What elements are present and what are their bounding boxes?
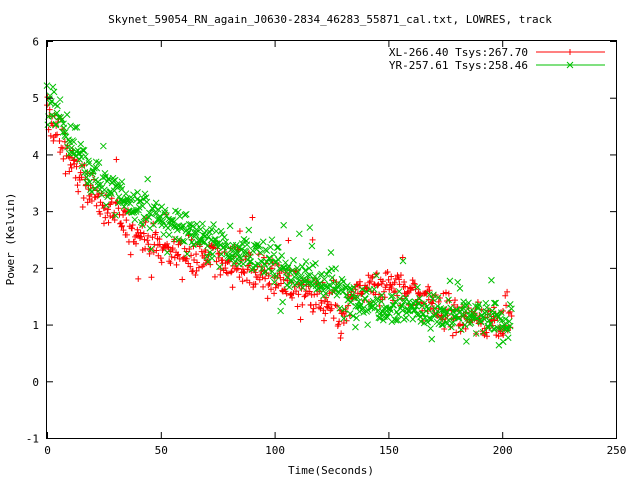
x-tick-label: 200 — [493, 444, 513, 457]
y-tick-label: 1 — [32, 319, 39, 332]
x-tick-label: 100 — [265, 444, 285, 457]
series-1-points — [44, 94, 515, 342]
y-axis-label: Power (Kelvin) — [4, 193, 17, 286]
data-points — [43, 82, 515, 349]
x-tick-label: 50 — [155, 444, 168, 457]
y-tick-label: 5 — [32, 92, 39, 105]
series-1-markers — [44, 94, 515, 342]
y-tick-label: 4 — [32, 149, 39, 162]
x-tick-label: 0 — [44, 444, 51, 457]
y-tick-label: 2 — [32, 262, 39, 275]
axis-ticks: 0 50 100 150 200 250 -1 0 1 2 3 4 5 6 — [26, 36, 627, 458]
legend-marker-1 — [567, 49, 573, 55]
y-tick-label: 3 — [32, 206, 39, 219]
y-tick-label: 6 — [32, 36, 39, 49]
legend-label-2: YR-257.61 Tsys:258.46 — [389, 59, 528, 72]
plot-frame — [46, 40, 617, 439]
x-tick-label: 150 — [379, 444, 399, 457]
legend-label-1: XL-266.40 Tsys:267.70 — [389, 46, 528, 59]
x-tick-label: 250 — [607, 444, 627, 457]
x-axis-label: Time(Seconds) — [288, 464, 374, 477]
y-tick-label: 0 — [32, 376, 39, 389]
legend-marker-2 — [566, 61, 574, 69]
y-tick-label: -1 — [26, 433, 39, 446]
chart-title: Skynet_59054_RN_again_J0630-2834_46283_5… — [108, 13, 552, 26]
